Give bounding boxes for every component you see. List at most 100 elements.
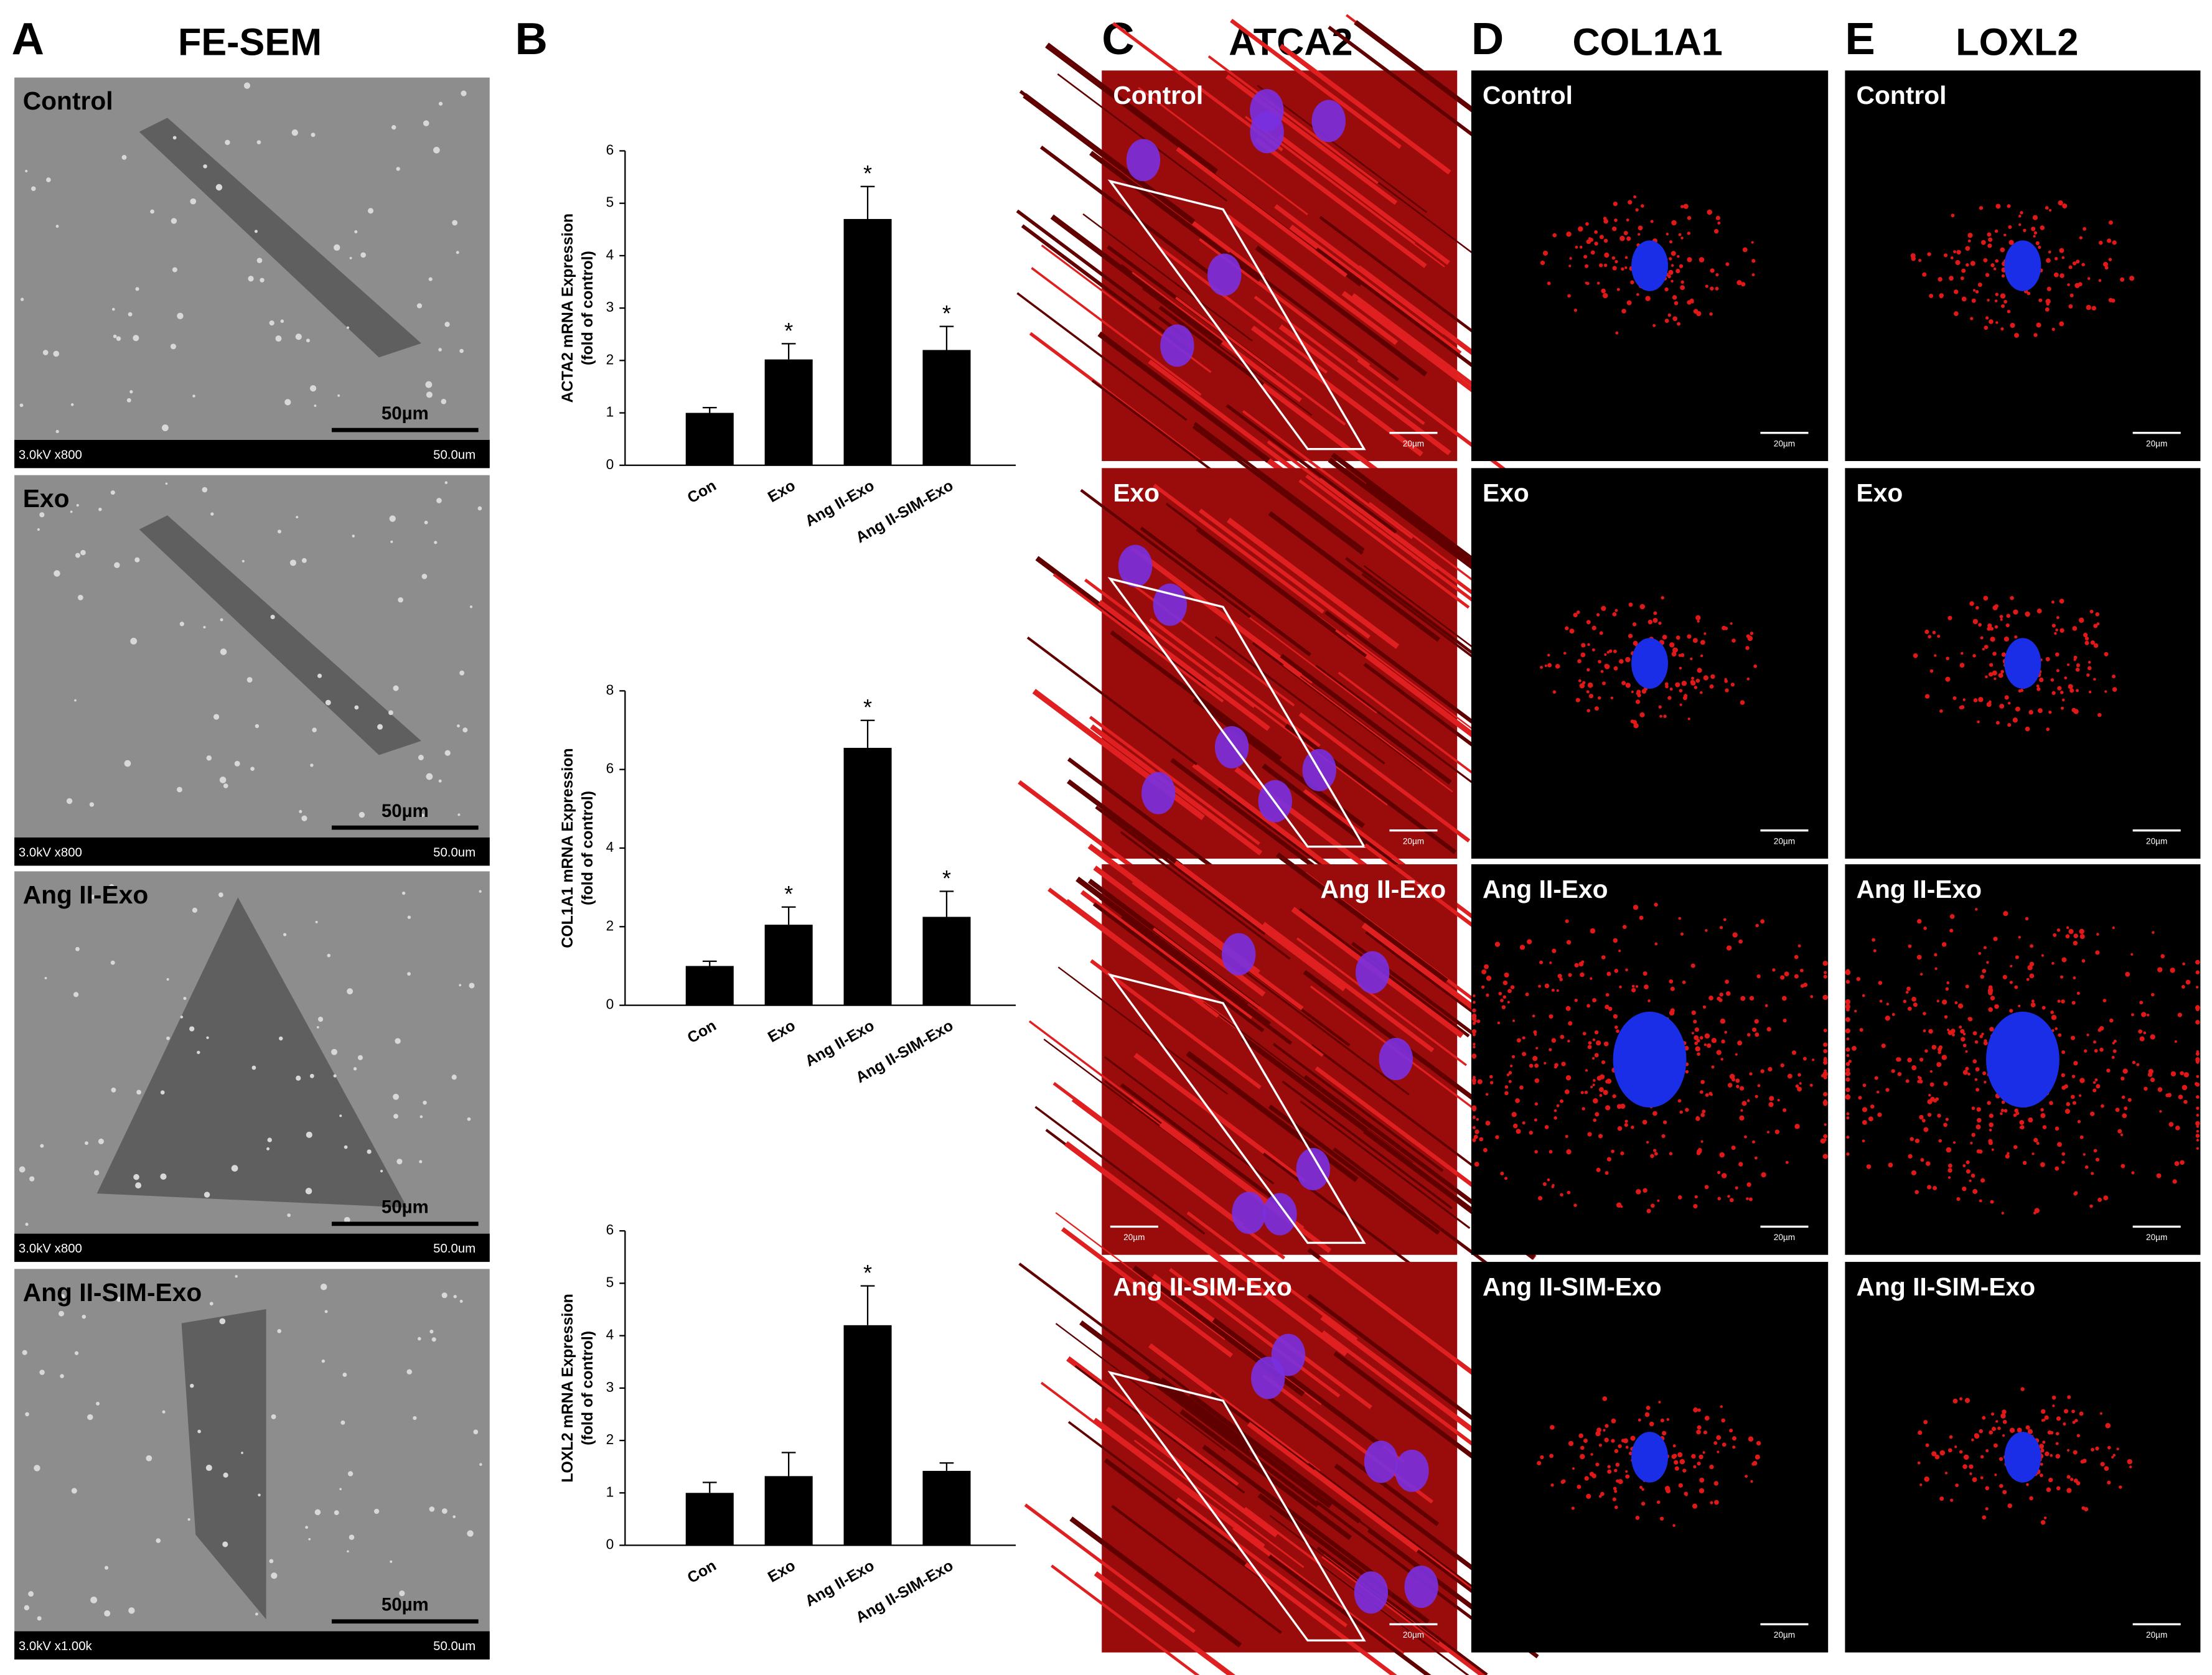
stain-dot bbox=[1550, 1483, 1554, 1487]
stain-dot bbox=[1697, 1052, 1700, 1057]
stain-dot bbox=[1515, 1098, 1521, 1103]
stain-dot bbox=[1643, 1188, 1647, 1193]
stain-dot bbox=[1659, 714, 1662, 718]
stain-dot bbox=[1845, 1068, 1850, 1073]
stain-dot bbox=[1974, 1433, 1979, 1438]
stain-dot bbox=[1502, 980, 1508, 986]
fiber bbox=[1227, 251, 1399, 381]
bar bbox=[922, 917, 971, 1005]
stain-dot bbox=[1905, 1079, 1910, 1083]
stain-dot bbox=[1573, 612, 1578, 618]
stain-dot bbox=[1619, 659, 1624, 664]
nucleus bbox=[1379, 1038, 1413, 1081]
sem-particle bbox=[160, 1173, 167, 1180]
stain-dot bbox=[1999, 704, 2005, 709]
stain-dot bbox=[1635, 208, 1639, 212]
stain-dot bbox=[2000, 327, 2004, 331]
stain-dot bbox=[1954, 1445, 1957, 1449]
stain-dot bbox=[1750, 1480, 1753, 1483]
stain-dot bbox=[1700, 1080, 1705, 1085]
stain-dot bbox=[1685, 1070, 1689, 1074]
stain-dot bbox=[1971, 1173, 1975, 1178]
stain-dot bbox=[1711, 1038, 1717, 1043]
stain-dot bbox=[2040, 1473, 2043, 1478]
sem-particle bbox=[421, 574, 428, 579]
sem-particle bbox=[135, 1182, 142, 1189]
stain-dot bbox=[2141, 1012, 2147, 1017]
stain-dot bbox=[1603, 1041, 1609, 1047]
stain-dot bbox=[1635, 985, 1639, 988]
sem-particle bbox=[243, 82, 251, 89]
stain-dot bbox=[1677, 254, 1680, 258]
stain-dot bbox=[1699, 691, 1703, 694]
stain-dot bbox=[1679, 666, 1682, 670]
stain-dot bbox=[1635, 1516, 1640, 1520]
stain-dot bbox=[2061, 1152, 2066, 1156]
stain-dot bbox=[1675, 268, 1680, 274]
sem-voltage: 3.0kV x800 bbox=[19, 1242, 82, 1256]
stain-dot bbox=[2069, 293, 2074, 297]
stain-dot bbox=[1625, 683, 1631, 688]
stain-dot bbox=[1749, 1072, 1753, 1076]
stain-dot bbox=[2038, 298, 2043, 302]
stain-dot bbox=[2073, 976, 2076, 980]
stain-dot bbox=[1929, 1082, 1934, 1087]
stain-dot bbox=[1755, 923, 1759, 928]
stain-dot bbox=[1663, 714, 1667, 718]
stain-dot bbox=[1705, 284, 1708, 288]
stain-dot bbox=[2122, 1068, 2128, 1074]
stain-dot bbox=[1820, 1138, 1826, 1144]
stain-dot bbox=[2078, 282, 2083, 287]
stain-dot bbox=[2077, 1119, 2081, 1124]
stain-dot bbox=[1990, 637, 1995, 642]
stain-dot bbox=[1916, 954, 1922, 960]
stain-dot bbox=[1687, 300, 1692, 305]
fiber bbox=[1055, 1212, 1226, 1340]
sem-particle bbox=[215, 184, 223, 191]
stain-dot bbox=[1678, 233, 1682, 236]
stain-dot bbox=[1822, 994, 1828, 1001]
stain-dot bbox=[1620, 1205, 1623, 1208]
stain-dot bbox=[2092, 1081, 2096, 1084]
stain-dot bbox=[2069, 1478, 2074, 1481]
stain-dot bbox=[1601, 955, 1606, 960]
stain-dot bbox=[2097, 1028, 2102, 1032]
stain-dot bbox=[1748, 1197, 1753, 1201]
stain-dot bbox=[1845, 979, 1850, 984]
stain-dot bbox=[1682, 980, 1686, 984]
stain-dot bbox=[1929, 669, 1934, 673]
stain-dot bbox=[2111, 1455, 2114, 1459]
stain-dot bbox=[2167, 1093, 2172, 1098]
sem-particle bbox=[241, 559, 245, 562]
stain-dot bbox=[1768, 1102, 1774, 1108]
stain-dot bbox=[1511, 1055, 1516, 1059]
stain-dot bbox=[1580, 972, 1585, 977]
stain-dot bbox=[1959, 1025, 1962, 1029]
stain-dot bbox=[1724, 678, 1727, 681]
stain-dot bbox=[2196, 1075, 2200, 1078]
stain-dot bbox=[1650, 1203, 1655, 1208]
image-label: Control bbox=[1857, 81, 1947, 110]
stain-dot bbox=[1812, 1058, 1815, 1061]
stain-dot bbox=[2090, 640, 2095, 645]
sem-particle bbox=[219, 1318, 226, 1325]
stain-dot bbox=[2107, 1480, 2111, 1485]
stain-dot bbox=[2081, 263, 2085, 267]
scale-label: 20µm bbox=[1403, 439, 1424, 448]
stain-dot bbox=[2050, 678, 2055, 682]
stain-dot bbox=[1472, 1076, 1476, 1080]
sem-particle bbox=[279, 1036, 283, 1041]
stain-dot bbox=[1694, 1035, 1699, 1040]
fiber bbox=[1099, 895, 1271, 1026]
stain-dot bbox=[1988, 672, 1994, 677]
scale-label: 20µm bbox=[1403, 836, 1424, 846]
stain-dot bbox=[1549, 1014, 1554, 1019]
stain-dot bbox=[1554, 1116, 1557, 1120]
stain-dot bbox=[1744, 1135, 1747, 1139]
stain-dot bbox=[1598, 1087, 1604, 1093]
stain-dot bbox=[2045, 1451, 2050, 1457]
nucleus bbox=[1364, 1440, 1399, 1483]
stain-dot bbox=[1859, 1028, 1863, 1032]
sem-particle bbox=[284, 399, 291, 406]
